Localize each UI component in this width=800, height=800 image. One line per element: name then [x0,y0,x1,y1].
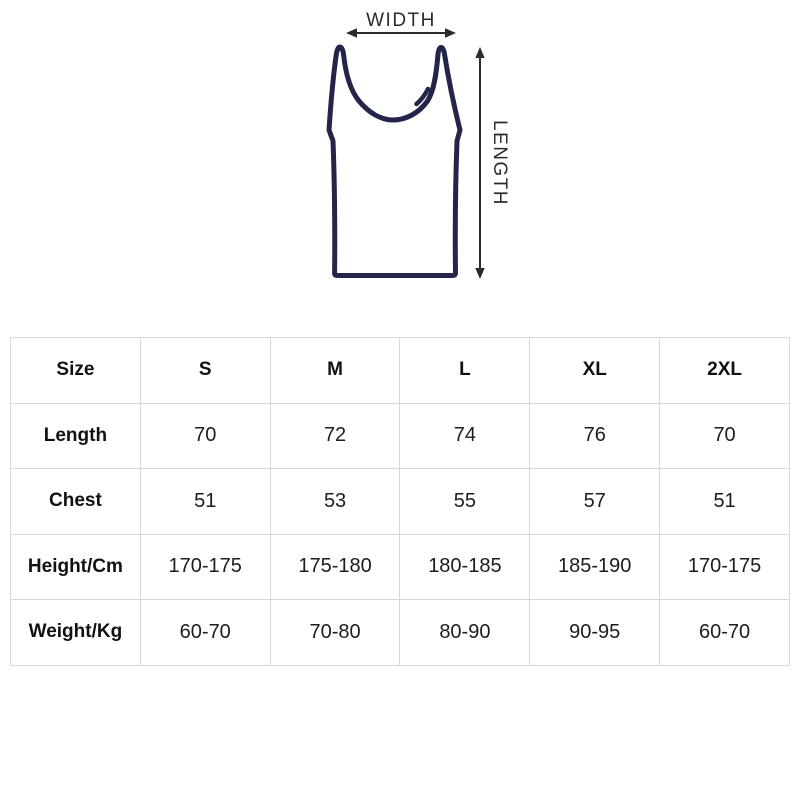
table-cell: 170-175 [659,533,790,600]
table-cell: 53 [269,468,401,535]
table-cell: 60-70 [659,599,790,666]
header-cell-l: L [399,337,531,404]
table-cell: 57 [529,468,661,535]
header-cell-size: Size [10,337,141,404]
header-cell-2xl: 2XL [659,337,790,404]
table-cell: 175-180 [269,533,401,600]
row-label-height: Height/Cm [10,533,141,600]
table-cell: 74 [399,402,531,469]
row-label-length: Length [10,402,141,469]
size-chart-table: Size S M L XL 2XL Length 70 72 74 76 70 … [10,337,790,666]
length-label: LENGTH [489,120,510,206]
table-cell: 70 [659,402,790,469]
row-label-chest: Chest [10,468,141,535]
table-row-height: Height/Cm 170-175 175-180 180-185 185-19… [10,533,790,600]
table-cell: 72 [269,402,401,469]
table-cell: 80-90 [399,599,531,666]
table-row-length: Length 70 72 74 76 70 [10,402,790,469]
header-cell-xl: XL [529,337,661,404]
length-arrow [475,47,485,279]
row-label-weight: Weight/Kg [10,599,141,666]
width-arrow [346,28,456,38]
table-cell: 70 [139,402,271,469]
table-cell: 170-175 [139,533,271,600]
table-cell: 185-190 [529,533,661,600]
tank-top-outline [326,44,463,278]
measurement-diagram: WIDTH LENGTH [326,10,510,279]
table-cell: 51 [659,468,790,535]
table-cell: 70-80 [269,599,401,666]
table-row-weight: Weight/Kg 60-70 70-80 80-90 90-95 60-70 [10,599,790,666]
tank-top-neckline-dash [414,86,431,107]
table-cell: 76 [529,402,661,469]
table-cell: 51 [139,468,271,535]
header-cell-s: S [139,337,271,404]
table-cell: 55 [399,468,531,535]
table-row-chest: Chest 51 53 55 57 51 [10,468,790,535]
header-row: Size S M L XL 2XL [10,337,790,404]
tank-top-icon [326,44,463,278]
table-cell: 60-70 [139,599,271,666]
width-label: WIDTH [366,10,436,31]
table-cell: 90-95 [529,599,661,666]
header-cell-m: M [269,337,401,404]
table-cell: 180-185 [399,533,531,600]
